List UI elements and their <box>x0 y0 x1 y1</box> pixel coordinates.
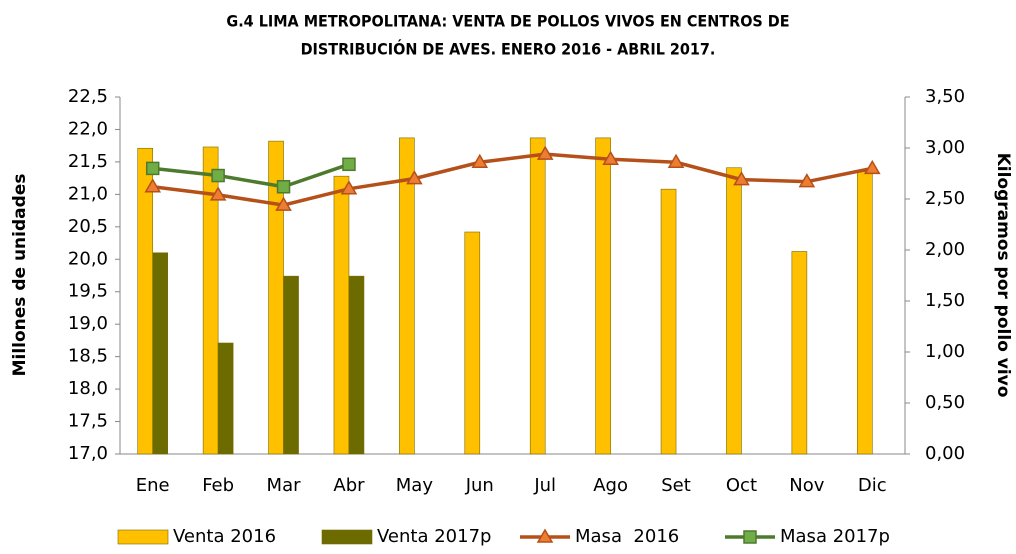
chart-title: DISTRIBUCIÓN DE AVES. ENERO 2016 - ABRIL… <box>301 40 716 59</box>
marker <box>276 180 291 194</box>
marker <box>209 186 227 201</box>
y-tick-label: 21,0 <box>68 183 108 204</box>
marker <box>733 171 750 186</box>
y2-tick-label: 1,00 <box>925 341 965 362</box>
bar <box>595 137 611 455</box>
legend-label: Venta 2017p <box>377 526 491 547</box>
bar <box>348 275 365 455</box>
x-tick-label: Oct <box>726 475 757 496</box>
marker <box>340 180 358 195</box>
bar <box>726 167 742 455</box>
x-tick-label: Mar <box>267 475 302 496</box>
y-tick-label: 19,5 <box>68 281 108 302</box>
x-tick-label: Ene <box>136 475 170 496</box>
line <box>152 162 350 189</box>
legend-marker <box>743 530 757 544</box>
x-tick-label: Feb <box>202 475 234 496</box>
y-tick-label: 21,5 <box>68 151 108 172</box>
y-tick-label: 18,5 <box>68 346 108 367</box>
y2-tick-label: 1,50 <box>925 290 965 311</box>
legend-label: Masa 2017p <box>780 526 890 547</box>
bar <box>333 175 350 455</box>
marker <box>798 173 816 188</box>
y-tick-label: 17,5 <box>68 411 108 432</box>
marker <box>145 161 160 176</box>
marker <box>342 157 356 172</box>
x-tick-label: Jun <box>465 475 494 496</box>
x-tick-label: Dic <box>858 475 887 496</box>
y2-axis-label: Kilogramos por pollo vivo <box>993 153 1013 398</box>
line <box>152 152 873 207</box>
y-tick-label: 19,0 <box>68 313 108 334</box>
y-tick-label: 22,0 <box>68 118 108 139</box>
bar <box>217 342 234 455</box>
marker <box>602 150 619 165</box>
legend-label: Venta 2016 <box>173 526 276 547</box>
bar <box>464 231 481 455</box>
bar <box>856 171 873 455</box>
y2-tick-label: 3,50 <box>925 86 965 107</box>
y2-tick-label: 2,00 <box>925 239 965 260</box>
y-tick-label: 22,5 <box>68 86 108 107</box>
y2-tick-label: 0,00 <box>925 443 965 464</box>
y-tick-label: 18,0 <box>68 378 108 399</box>
marker <box>471 153 489 169</box>
marker <box>536 145 554 160</box>
legend-label: Masa 2016 <box>575 526 679 547</box>
chart-title: G.4 LIMA METROPOLITANA: VENTA DE POLLOS … <box>226 12 789 31</box>
x-tick-label: Set <box>661 475 691 496</box>
x-tick-label: Ago <box>593 475 628 496</box>
bar <box>791 251 808 455</box>
y-tick-label: 20,5 <box>68 216 108 237</box>
bar <box>660 188 677 455</box>
y2-tick-label: 3,00 <box>925 137 965 158</box>
x-tick-label: Abr <box>333 475 365 496</box>
legend-swatch <box>117 529 169 545</box>
marker <box>144 178 162 193</box>
y-tick-label: 17,0 <box>68 443 108 464</box>
x-tick-label: Nov <box>789 475 824 496</box>
x-tick-label: May <box>396 475 434 496</box>
bar <box>152 252 169 455</box>
y-axis-label: Millones de unidades <box>10 174 30 377</box>
y2-tick-label: 0,50 <box>925 392 965 413</box>
bar <box>137 147 154 455</box>
legend-swatch <box>321 529 373 545</box>
marker <box>211 168 225 183</box>
bar <box>529 137 546 455</box>
bar <box>202 146 219 455</box>
x-tick-label: Jul <box>533 475 556 496</box>
marker <box>406 170 423 185</box>
marker <box>667 153 685 169</box>
marker <box>275 196 292 211</box>
bar <box>399 137 415 455</box>
bar <box>283 275 299 455</box>
legend-marker <box>536 528 554 543</box>
y-tick-label: 20,0 <box>68 248 108 269</box>
marker <box>863 159 881 175</box>
y2-tick-label: 2,50 <box>925 188 965 209</box>
